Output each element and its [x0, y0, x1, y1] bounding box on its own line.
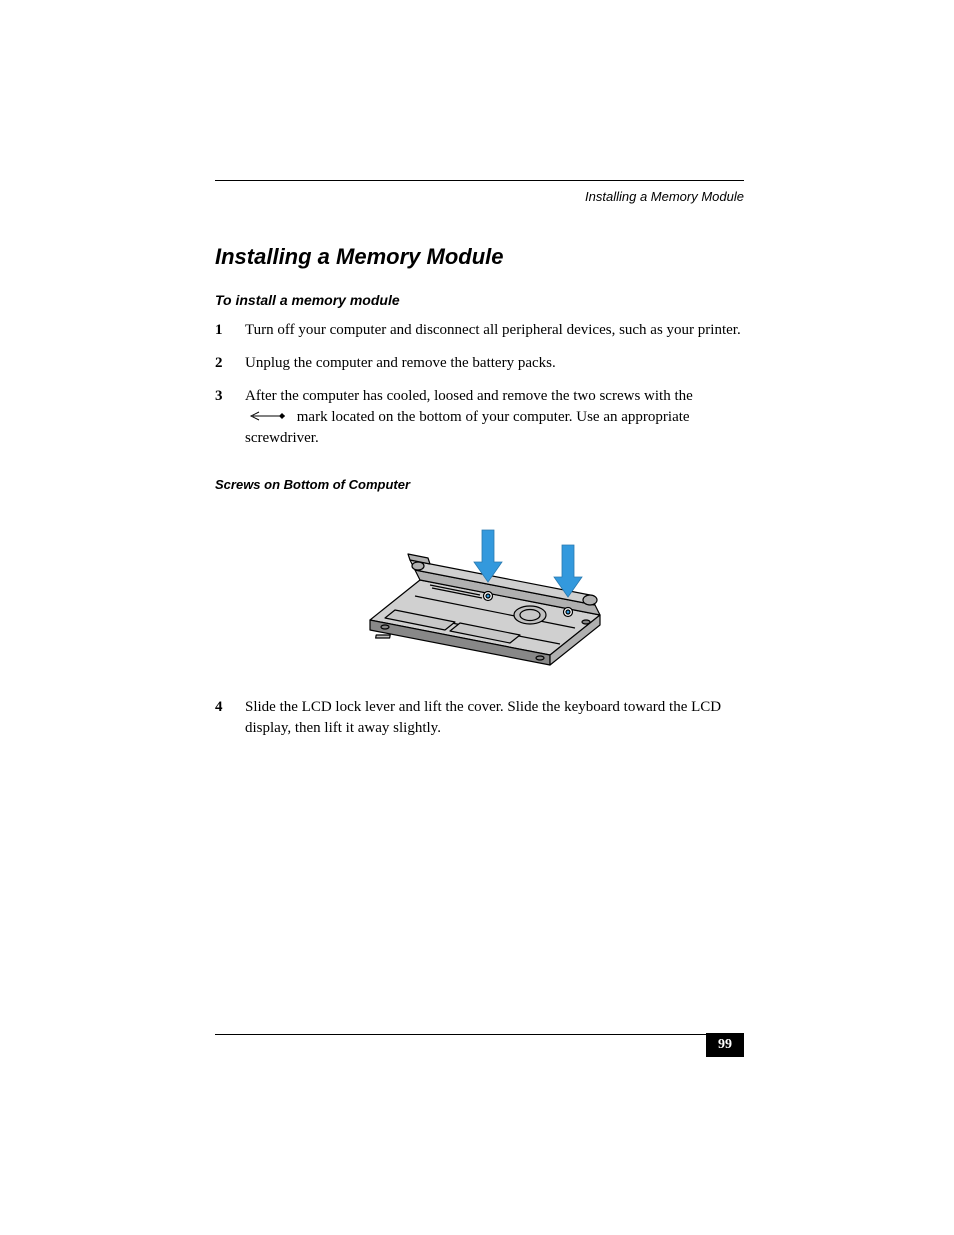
step-item: 4 Slide the LCD lock lever and lift the … — [215, 697, 744, 739]
step-text-before: After the computer has cooled, loosed an… — [245, 388, 693, 404]
step-number: 2 — [215, 353, 245, 374]
step-text: Slide the LCD lock lever and lift the co… — [245, 697, 744, 739]
section-subtitle: To install a memory module — [215, 292, 744, 308]
step-number: 1 — [215, 320, 245, 341]
step-item: 3 After the computer has cooled, loosed … — [215, 386, 744, 449]
footer-rule — [215, 1034, 744, 1035]
step-item: 2 Unplug the computer and remove the bat… — [215, 353, 744, 374]
step-number: 3 — [215, 386, 245, 449]
arrow-diamond-mark-icon — [249, 407, 289, 428]
step-number: 4 — [215, 697, 245, 739]
page-title: Installing a Memory Module — [215, 244, 744, 270]
running-header: Installing a Memory Module — [215, 189, 744, 204]
computer-bottom-figure — [215, 500, 744, 675]
page-number: 99 — [706, 1033, 744, 1057]
top-rule — [215, 180, 744, 181]
figure-caption: Screws on Bottom of Computer — [215, 477, 744, 492]
step-text-after: mark located on the bottom of your compu… — [245, 409, 690, 446]
step-item: 1 Turn off your computer and disconnect … — [215, 320, 744, 341]
step-text: After the computer has cooled, loosed an… — [245, 386, 744, 449]
step-text: Unplug the computer and remove the batte… — [245, 353, 744, 374]
step-text: Turn off your computer and disconnect al… — [245, 320, 744, 341]
page-footer: 99 — [215, 1034, 744, 1035]
